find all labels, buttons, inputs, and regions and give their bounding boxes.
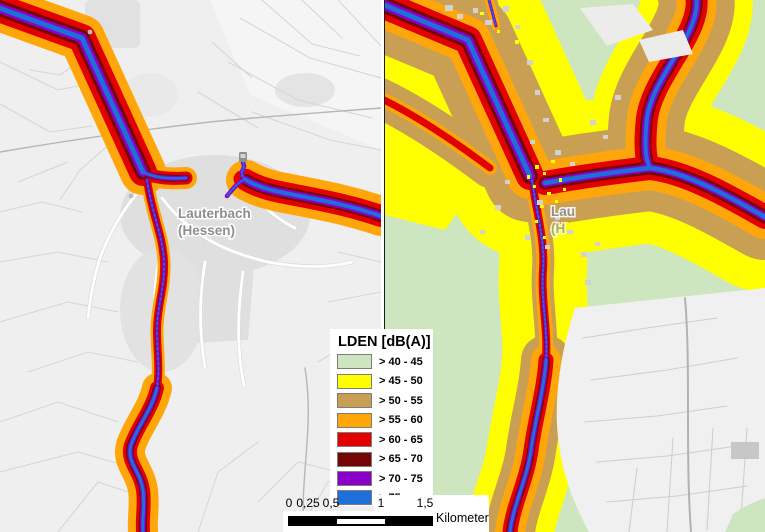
place-label-line1: Lau bbox=[551, 204, 575, 219]
legend-label: > 60 - 65 bbox=[379, 433, 423, 446]
legend-label: > 40 - 45 bbox=[379, 355, 423, 368]
legend-row: > 70 - 75 bbox=[337, 471, 433, 486]
scalebar-tick: 0,5 bbox=[322, 496, 340, 510]
minor-road-network bbox=[582, 317, 748, 532]
legend-swatch bbox=[337, 471, 372, 486]
poi-icon bbox=[87, 29, 93, 35]
legend-swatch bbox=[337, 412, 372, 428]
map-divider bbox=[381, 0, 385, 532]
yellow-speckle bbox=[480, 12, 575, 239]
scalebar-tick: 1 bbox=[377, 496, 385, 510]
place-label-line2: (Hessen) bbox=[178, 223, 235, 238]
scalebar-bar bbox=[288, 516, 433, 526]
field-patches bbox=[580, 4, 693, 62]
legend-swatch bbox=[337, 451, 372, 467]
scalebar-bar-segment bbox=[337, 518, 385, 524]
legend-label: > 55 - 60 bbox=[379, 414, 423, 427]
scalebar-background bbox=[374, 495, 489, 514]
building-patch bbox=[731, 442, 759, 459]
scalebar: 0 0,25 0,5 1 1,5 Kilometer bbox=[283, 495, 489, 532]
legend-box: LDEN [dB(A)] > 40 - 45 > 45 - 50 > 50 - … bbox=[330, 329, 433, 506]
place-label-line1: Lauterbach bbox=[178, 206, 251, 221]
legend-row: > 55 - 60 bbox=[337, 412, 433, 428]
noise-raster bbox=[385, 0, 765, 532]
noise-band-blue-75 bbox=[0, 5, 381, 532]
legend-row: > 50 - 55 bbox=[337, 393, 433, 409]
legend-swatch bbox=[337, 432, 372, 448]
scalebar-unit: Kilometer bbox=[436, 511, 489, 525]
building-speckle bbox=[445, 5, 621, 285]
legend-swatch bbox=[337, 354, 372, 370]
right-map-canvas: Lau (H bbox=[385, 0, 765, 532]
legend-row: > 45 - 50 bbox=[337, 373, 433, 389]
scalebar-tick: 0,25 bbox=[296, 496, 320, 510]
bus-stop-icon bbox=[239, 152, 247, 162]
place-label-line2: (H bbox=[551, 221, 565, 236]
noise-class-75 bbox=[385, 0, 765, 532]
right-map-panel[interactable]: Lau (H bbox=[385, 0, 765, 532]
legend-swatch bbox=[337, 373, 372, 389]
legend-label: > 45 - 50 bbox=[379, 375, 423, 388]
legend-row: > 40 - 45 bbox=[337, 354, 433, 370]
legend-title: LDEN [dB(A)] bbox=[338, 334, 431, 350]
minor-road-network bbox=[0, 0, 381, 532]
scalebar-tick: 1,5 bbox=[416, 496, 434, 510]
scalebar-tick: 0 bbox=[285, 496, 293, 510]
legend-swatch bbox=[337, 393, 372, 409]
legend-row: > 65 - 70 bbox=[337, 451, 433, 467]
legend-row: > 60 - 65 bbox=[337, 432, 433, 448]
left-map-panel[interactable]: Lauterbach (Hessen) bbox=[0, 0, 381, 532]
legend-label: > 65 - 70 bbox=[379, 453, 423, 466]
poi-icon bbox=[128, 193, 134, 199]
legend-label: > 70 - 75 bbox=[379, 472, 423, 485]
left-map-canvas: Lauterbach (Hessen) bbox=[0, 0, 381, 532]
main-road-gray bbox=[684, 297, 692, 532]
legend-swatch bbox=[337, 490, 372, 506]
legend-label: > 50 - 55 bbox=[379, 394, 423, 407]
